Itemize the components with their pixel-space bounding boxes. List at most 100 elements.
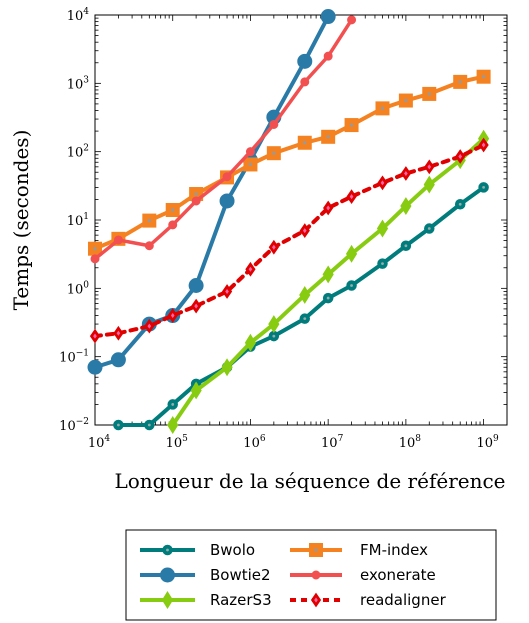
series-bwolo	[113, 182, 489, 431]
y-tick-label: 103	[67, 75, 90, 92]
data-point	[110, 352, 126, 368]
plot-area: 104 105 106 107 108 109 10−2 10−1 100 101 102 103 10…	[59, 7, 508, 451]
data-point-center	[326, 205, 330, 211]
data-point-center	[147, 219, 151, 223]
data-point	[188, 278, 204, 294]
data-point-center	[93, 247, 97, 251]
plot-frame	[94, 14, 508, 426]
y-tick-label: 101	[67, 212, 89, 229]
legend-label: Bwolo	[210, 541, 255, 559]
data-point-center	[248, 266, 253, 272]
legend-entry: Bowtie2	[140, 566, 271, 584]
data-point-center	[427, 227, 431, 230]
data-point	[376, 219, 389, 238]
data-point-center	[458, 153, 463, 159]
data-point-center	[404, 244, 408, 248]
data-point	[269, 119, 279, 129]
data-point-center	[381, 262, 384, 266]
data-point	[245, 147, 255, 157]
legend-label: exonerate	[360, 566, 436, 584]
x-tick-label: 109	[476, 434, 499, 451]
data-point-center	[482, 75, 486, 79]
data-point-center	[326, 296, 330, 300]
data-point	[299, 286, 311, 304]
y-tick-label: 100	[67, 280, 90, 297]
y-tick-label: 10−1	[59, 349, 89, 366]
data-point	[90, 254, 100, 264]
data-point	[268, 315, 280, 334]
data-point-center	[272, 151, 276, 155]
data-point	[87, 359, 103, 375]
legend-swatch-marker	[160, 567, 175, 583]
axis-ticks	[94, 14, 508, 426]
series-razers3	[167, 129, 490, 434]
data-point-center	[350, 284, 353, 287]
data-point	[345, 244, 358, 263]
legend-swatch-marker-center	[166, 548, 169, 552]
series-line	[93, 14, 331, 370]
legend-swatch-marker	[311, 570, 321, 580]
data-point-center	[380, 106, 384, 110]
data-point-center	[225, 288, 229, 294]
data-point-center	[303, 317, 307, 321]
data-point-center	[427, 164, 432, 170]
data-point	[221, 358, 233, 377]
data-point	[320, 9, 336, 25]
data-point-center	[170, 313, 175, 319]
data-point	[322, 265, 334, 284]
legend-label: readaligner	[360, 591, 447, 609]
data-point	[347, 15, 357, 25]
series-exonerate	[90, 15, 357, 264]
data-point-center	[116, 330, 121, 336]
series-readaligner	[89, 137, 489, 344]
data-point	[222, 172, 232, 182]
data-point-center	[481, 142, 486, 148]
legend-label: Bowtie2	[210, 566, 271, 584]
legend-entry: RazerS3	[140, 591, 272, 609]
data-point	[144, 241, 154, 251]
data-point-center	[302, 228, 307, 234]
data-point-center	[427, 92, 431, 96]
data-point	[300, 77, 310, 87]
y-axis-title: Temps (secondes)	[9, 130, 33, 311]
data-point-center	[404, 170, 408, 176]
legend-label: FM-index	[360, 541, 428, 559]
x-tick-label: 107	[321, 434, 344, 451]
data-point-center	[326, 135, 330, 139]
data-point-center	[482, 185, 486, 189]
data-point	[297, 53, 313, 69]
data-point	[168, 220, 178, 230]
legend: Bwolo Bowtie2 RazerS3 FM-index exonerate read…	[125, 529, 497, 621]
data-point-center	[93, 333, 97, 339]
legend-swatch-marker-center	[314, 597, 318, 603]
legend-entry: exonerate	[290, 566, 436, 584]
y-tick-label: 10−2	[59, 417, 89, 434]
series-bowtie2	[87, 9, 336, 375]
data-point-center	[350, 123, 354, 127]
y-tick-label: 102	[67, 144, 89, 161]
series-line	[93, 74, 486, 251]
legend-swatch-marker-center	[314, 548, 318, 552]
legend-entry: Bwolo	[140, 541, 255, 559]
legend-entry: readaligner	[290, 591, 447, 609]
data-point	[191, 196, 201, 206]
x-tick-label: 104	[88, 434, 111, 451]
data-point-center	[303, 141, 307, 145]
data-point-center	[194, 192, 198, 196]
data-point-center	[458, 202, 462, 206]
data-point	[423, 175, 435, 194]
series-layer	[87, 9, 491, 434]
data-point	[400, 197, 412, 215]
data-point-center	[272, 334, 276, 338]
data-point-center	[147, 423, 151, 427]
x-tick-label: 106	[243, 434, 266, 451]
data-point	[244, 333, 257, 352]
data-point-center	[349, 194, 354, 200]
legend-swatch-marker	[161, 591, 174, 609]
data-point-center	[171, 403, 175, 406]
series-line	[93, 143, 486, 339]
tick-labels: 104 105 106 107 108 109 10−2 10−1 100 101 102 103 10…	[59, 7, 499, 451]
data-point-center	[147, 323, 152, 329]
series-fm-index	[88, 69, 491, 256]
